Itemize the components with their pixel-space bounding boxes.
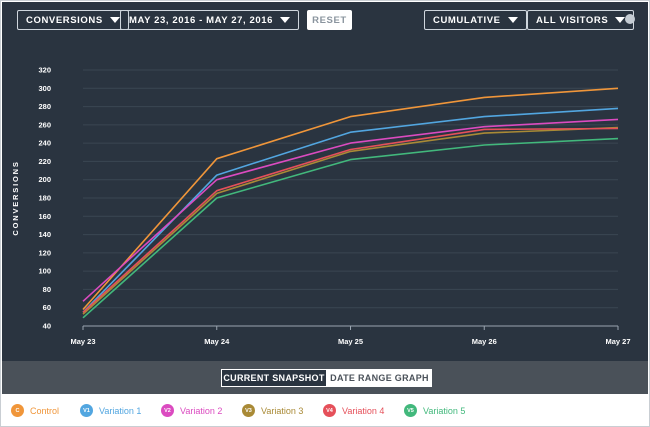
series-line-variation-2[interactable]: [82, 118, 619, 302]
view-tabs: CURRENT SNAPSHOT DATE RANGE GRAPH: [2, 361, 648, 394]
y-tick-label: 220: [38, 157, 51, 166]
reset-button[interactable]: RESET: [307, 10, 352, 30]
variation-3-badge: V3: [242, 404, 255, 417]
legend-item-variation-3[interactable]: V3 Variation 3: [242, 404, 303, 417]
y-tick-label: 280: [38, 102, 51, 111]
y-tick-label: 240: [38, 139, 51, 148]
mode-dropdown[interactable]: CUMULATIVE: [424, 10, 527, 30]
y-axis-label: CONVERSIONS: [11, 160, 20, 235]
info-icon[interactable]: [625, 14, 635, 24]
legend-label: Control: [30, 405, 60, 416]
series-line-variation-5[interactable]: [82, 137, 619, 319]
variation-1-badge: V1: [80, 404, 93, 417]
chevron-down-icon: [109, 17, 120, 23]
y-tick-label: 180: [38, 194, 51, 203]
y-tick-label: 200: [38, 175, 51, 184]
conversions-chart: 40 60 80 100 120 140 160 180 200 220 240 260 280 300 3…: [2, 38, 648, 361]
legend-label: Variation 5: [423, 405, 466, 416]
legend-item-variation-2[interactable]: V2 Variation 2: [161, 404, 222, 417]
y-tick-label: 80: [43, 285, 51, 294]
legend-label: Variation 1: [99, 405, 142, 416]
chevron-down-icon: [507, 17, 518, 23]
variation-4-badge: V4: [323, 404, 336, 417]
legend-label: Variation 2: [180, 405, 223, 416]
segment-dropdown[interactable]: ALL VISITORS: [527, 10, 635, 30]
x-tick-label: May 25: [338, 337, 363, 346]
variation-5-badge: V5: [404, 404, 417, 417]
date-range-label: MAY 23, 2016 - MAY 27, 2016: [129, 14, 274, 26]
y-tick-label: 60: [43, 303, 51, 312]
y-tick-label: 40: [43, 322, 51, 331]
legend-label: Variation 4: [342, 405, 385, 416]
report-toolbar: CONVERSIONS MAY 23, 2016 - MAY 27, 2016 …: [2, 2, 648, 38]
y-tick-label: 320: [38, 66, 51, 75]
y-tick-label: 140: [38, 230, 51, 239]
legend-item-control[interactable]: C Control: [11, 404, 59, 417]
x-tick-label: May 27: [605, 337, 630, 346]
chevron-down-icon: [615, 17, 626, 23]
series-line-variation-4[interactable]: [82, 127, 619, 313]
date-range-dropdown[interactable]: MAY 23, 2016 - MAY 27, 2016: [120, 10, 300, 30]
x-tick-label: May 24: [204, 337, 230, 346]
segment-dropdown-label: ALL VISITORS: [536, 14, 609, 26]
y-tick-label: 260: [38, 120, 51, 129]
metric-dropdown[interactable]: CONVERSIONS: [17, 10, 129, 30]
chevron-down-icon: [280, 17, 291, 23]
series-line-variation-3[interactable]: [82, 126, 619, 315]
y-tick-label: 120: [38, 248, 51, 257]
x-tick-label: May 26: [472, 337, 497, 346]
legend-label: Variation 3: [261, 405, 304, 416]
control-badge: C: [11, 404, 24, 417]
legend-item-variation-4[interactable]: V4 Variation 4: [323, 404, 384, 417]
metric-dropdown-label: CONVERSIONS: [26, 14, 103, 26]
tab-date-range-graph[interactable]: DATE RANGE GRAPH: [327, 369, 432, 387]
legend-item-variation-5[interactable]: V5 Variation 5: [404, 404, 465, 417]
variation-2-badge: V2: [161, 404, 174, 417]
y-tick-label: 100: [38, 267, 51, 276]
series-line-variation-1[interactable]: [82, 107, 619, 313]
series-line-control[interactable]: [82, 87, 619, 311]
legend-item-variation-1[interactable]: V1 Variation 1: [80, 404, 141, 417]
x-tick-label: May 23: [70, 337, 95, 346]
y-tick-label: 300: [38, 84, 51, 93]
mode-dropdown-label: CUMULATIVE: [433, 14, 501, 26]
tab-current-snapshot[interactable]: CURRENT SNAPSHOT: [221, 369, 327, 387]
line-chart-svg: 40 60 80 100 120 140 160 180 200 220 240 260 280 300 3…: [11, 66, 631, 347]
chart-legend: C Control V1 Variation 1 V2 Variation 2 …: [2, 394, 648, 426]
y-tick-label: 160: [38, 212, 51, 221]
